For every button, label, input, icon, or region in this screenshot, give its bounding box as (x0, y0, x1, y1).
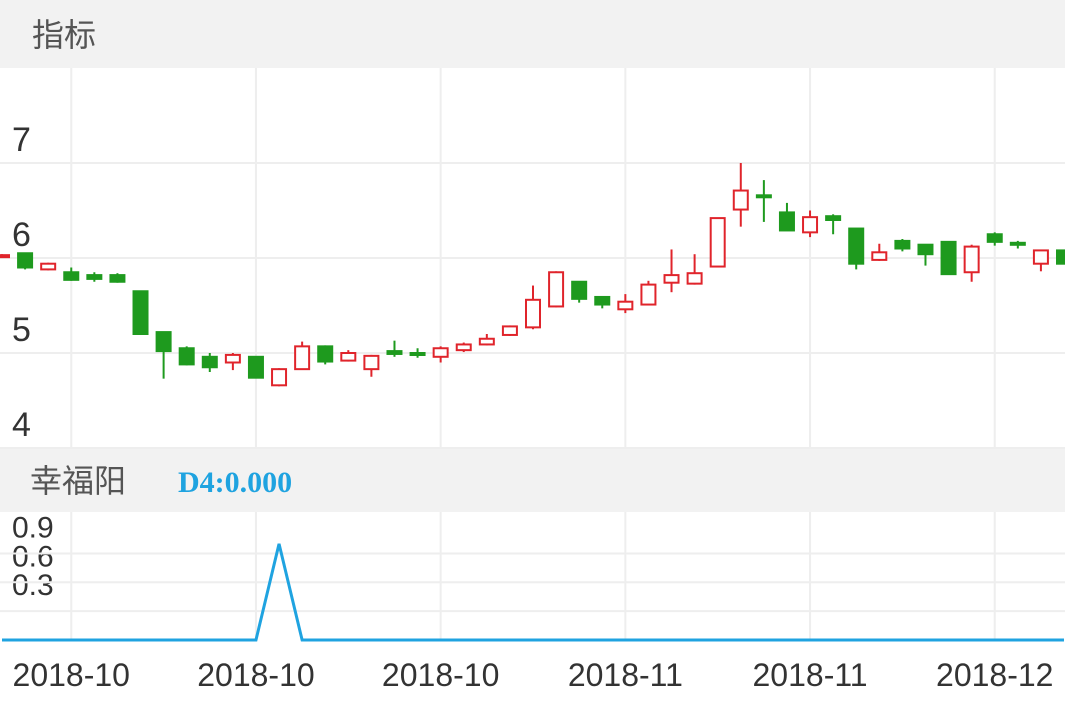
candle-body (802, 216, 819, 234)
candle-body (525, 298, 541, 329)
candle-body (0, 254, 10, 259)
candle-body (986, 233, 1003, 243)
candle-body (132, 290, 149, 335)
candle-body (478, 337, 495, 346)
candle-body (571, 280, 588, 300)
candle-body (663, 274, 680, 284)
candle-body (778, 211, 795, 232)
candle-body (340, 352, 357, 362)
candle-body (386, 350, 403, 355)
candle-body (709, 217, 726, 268)
candle-body (871, 251, 888, 261)
candle-body (40, 262, 57, 271)
candle-body (963, 245, 980, 274)
candle-body (409, 352, 426, 356)
candle-body (455, 343, 472, 352)
candle-body (1056, 249, 1065, 265)
y-tick-label: 6 (12, 216, 31, 254)
candle-body (294, 345, 311, 371)
candle-body (17, 252, 34, 269)
candle-body (1032, 249, 1049, 265)
candle-body (640, 283, 657, 306)
candle-body (317, 345, 334, 363)
y-tick-label: 7 (12, 121, 31, 159)
indicator-band (0, 448, 1065, 512)
candle-body (224, 353, 241, 364)
candle-body (594, 295, 611, 306)
x-tick-label: 2018-10 (197, 657, 314, 693)
x-tick-label: 2018-10 (13, 657, 130, 693)
candle-body (271, 368, 288, 387)
candle-body (363, 354, 380, 371)
x-tick-label: 2018-11 (568, 657, 683, 693)
x-tick-label: 2018-12 (936, 657, 1053, 693)
y-tick-label: 0.3 (12, 569, 54, 602)
candle-body (732, 189, 749, 211)
indicator-line (2, 543, 1064, 642)
y-tick-label: 4 (12, 406, 31, 444)
y-tick-label: 5 (12, 311, 31, 349)
candle-body (825, 215, 842, 221)
indicator-title: 幸福阳 (30, 463, 126, 499)
candle-body (432, 347, 449, 358)
candle-body (155, 331, 172, 353)
header-band (0, 0, 1065, 68)
candle-body (686, 272, 703, 285)
candle-body (178, 347, 195, 366)
candle-body (201, 355, 218, 369)
candle-body (86, 274, 103, 280)
panel-title: 指标 (32, 17, 96, 53)
candle-body (848, 227, 865, 265)
candle-body (548, 271, 565, 308)
y-tick-label: 0.6 (12, 540, 54, 573)
y-tick-label: 0.9 (12, 511, 54, 544)
candle-body (247, 355, 264, 379)
candle-body (894, 239, 911, 250)
candle-body (63, 271, 80, 281)
candle-body (917, 243, 934, 256)
candle-body (940, 240, 957, 276)
x-tick-label: 2018-10 (382, 657, 499, 693)
candle-body (1009, 241, 1026, 246)
candle-body (501, 325, 518, 336)
x-tick-label: 2018-11 (753, 657, 868, 693)
indicator-value: D4:0.000 (178, 466, 292, 499)
candle-body (109, 274, 126, 283)
candle-body (755, 194, 772, 199)
candle-body (617, 300, 634, 311)
